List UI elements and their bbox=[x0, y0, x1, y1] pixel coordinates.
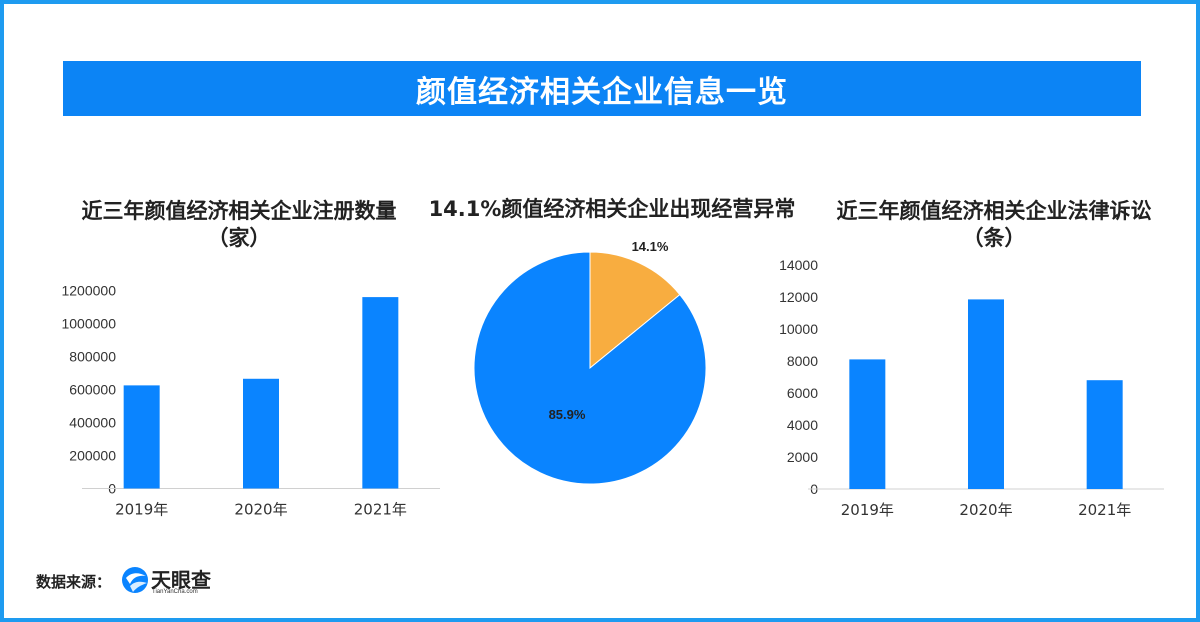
left-chart-bar bbox=[243, 378, 279, 489]
banner-title: 颜值经济相关企业信息一览 bbox=[63, 61, 1141, 116]
left-chart-ytick: 400000 bbox=[69, 415, 116, 431]
right-chart-category-label: 2019年 bbox=[841, 501, 894, 519]
right-chart-ytick: 8000 bbox=[787, 353, 818, 369]
left-chart-title-line1: 近三年颜值经济相关企业注册数量 bbox=[81, 199, 397, 223]
right-chart-ytick: 10000 bbox=[779, 321, 818, 337]
left-chart-ytick: 1200000 bbox=[61, 283, 116, 299]
middle-chart-title: 14.1%颜值经济相关企业出现经营异常 bbox=[428, 197, 796, 221]
right-chart-bar bbox=[1086, 380, 1123, 489]
left-chart-bar bbox=[362, 297, 399, 489]
logo-text: 天眼查 bbox=[151, 568, 211, 592]
right-chart-ytick: 14000 bbox=[779, 257, 818, 273]
tianyancha-logo-icon bbox=[122, 567, 148, 593]
charts-canvas: 0200000400000600000800000100000012000002… bbox=[61, 239, 1164, 519]
right-chart-ytick: 12000 bbox=[779, 289, 818, 305]
left-chart-ytick: 1000000 bbox=[61, 316, 116, 332]
left-chart-title: 近三年颜值经济相关企业注册数量 （家） bbox=[64, 198, 414, 252]
right-chart-title: 近三年颜值经济相关企业法律诉讼 （条） bbox=[809, 198, 1179, 252]
source-label: 数据来源： bbox=[36, 573, 112, 591]
left-chart-ytick: 600000 bbox=[69, 382, 116, 398]
right-chart-ytick: 2000 bbox=[787, 449, 818, 465]
left-chart-category-label: 2019年 bbox=[115, 501, 168, 519]
pie-label: 14.1% bbox=[632, 239, 669, 254]
tianyancha-logo: 天眼查 TianYanCha.com bbox=[121, 564, 231, 600]
left-chart-title-line2: （家） bbox=[207, 226, 271, 250]
right-chart-bar bbox=[849, 359, 886, 489]
right-chart-title-line2: （条） bbox=[962, 226, 1026, 250]
right-chart-ytick: 4000 bbox=[787, 417, 818, 433]
right-chart-category-label: 2020年 bbox=[959, 501, 1012, 519]
right-chart-category-label: 2021年 bbox=[1078, 501, 1131, 519]
pie-slice bbox=[589, 251, 681, 370]
pie-label: 85.9% bbox=[549, 407, 586, 422]
left-chart-ytick: 200000 bbox=[69, 448, 116, 464]
right-chart-title-line1: 近三年颜值经济相关企业法律诉讼 bbox=[836, 199, 1152, 223]
left-chart-category-label: 2021年 bbox=[354, 501, 407, 519]
right-chart-ytick: 6000 bbox=[787, 385, 818, 401]
right-chart-bar bbox=[968, 299, 1004, 489]
left-chart-category-label: 2020年 bbox=[234, 501, 287, 519]
pie-slice bbox=[473, 251, 707, 485]
left-chart-ytick: 800000 bbox=[69, 349, 116, 365]
left-chart-bar bbox=[123, 385, 160, 489]
logo-subtext: TianYanCha.com bbox=[152, 589, 198, 595]
